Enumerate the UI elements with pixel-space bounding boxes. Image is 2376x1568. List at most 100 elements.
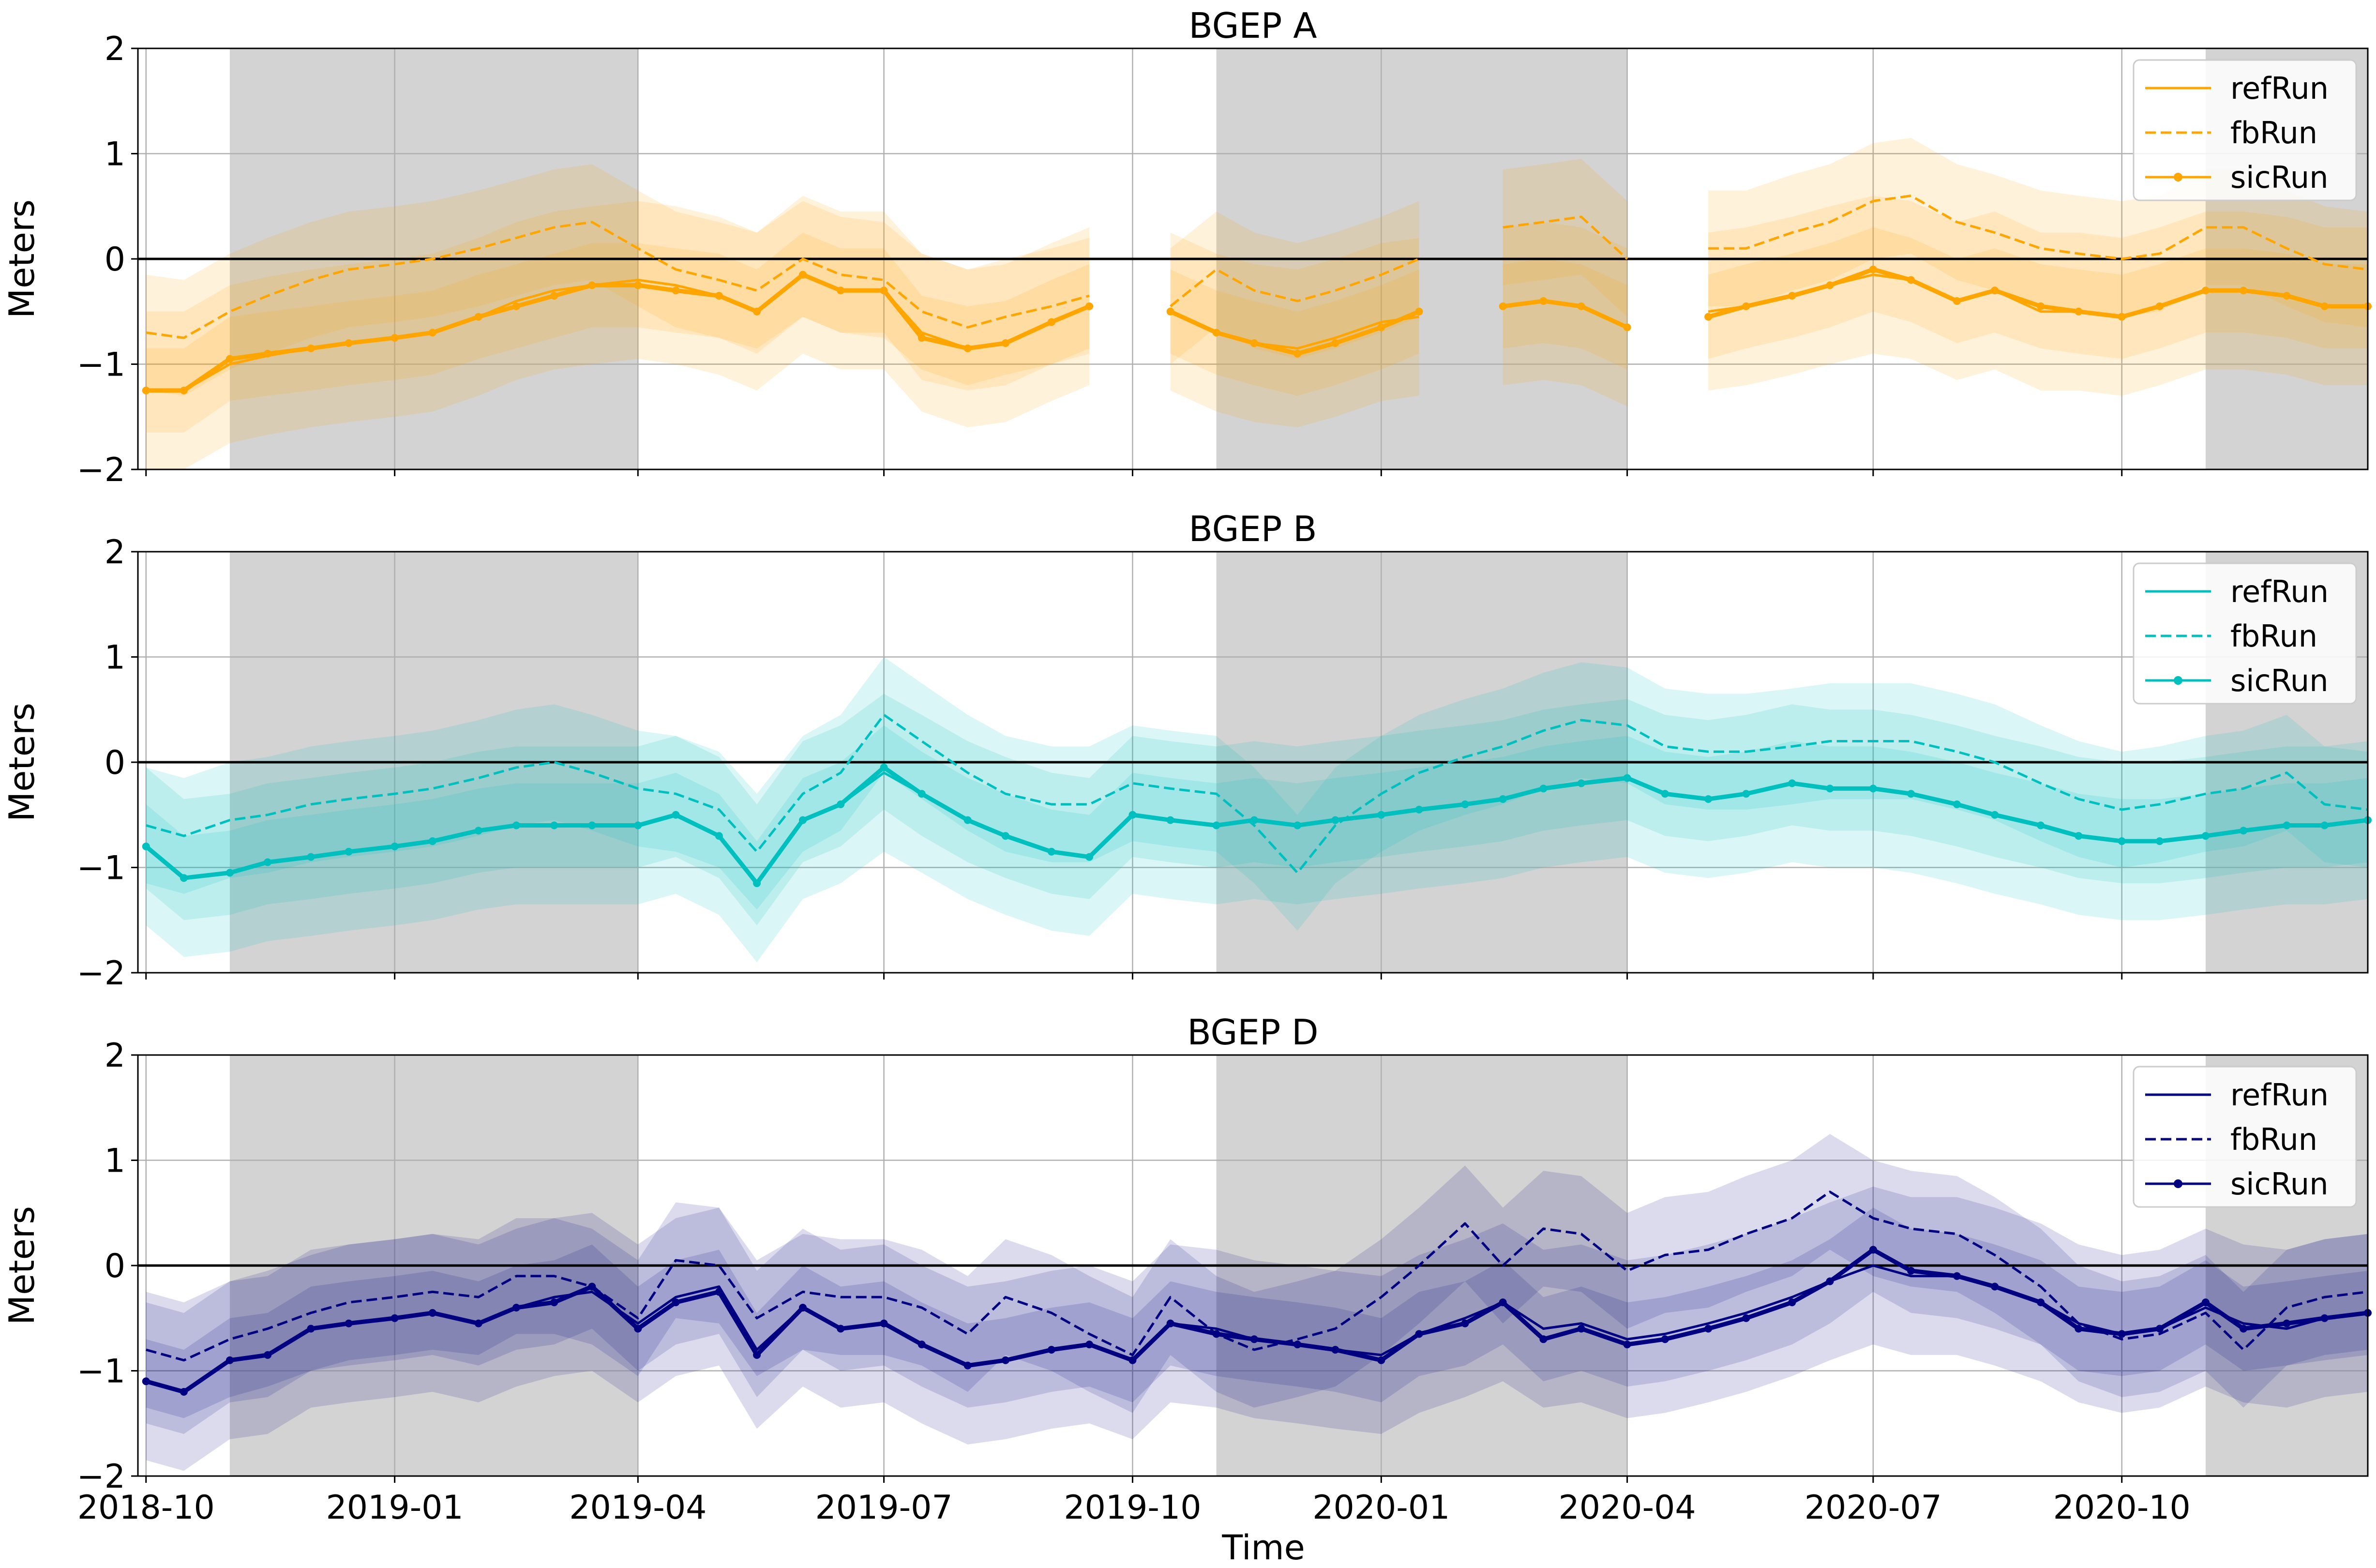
- data-point-sicRun: [1953, 1272, 1961, 1280]
- data-point-sicRun: [1661, 790, 1669, 798]
- data-point-sicRun: [1539, 784, 1548, 793]
- data-point-sicRun: [2201, 832, 2210, 840]
- x-tick-label: 2020-07: [1805, 1489, 1942, 1527]
- data-point-sicRun: [1001, 832, 1009, 840]
- panel-title: BGEP D: [1187, 1012, 1318, 1053]
- data-point-sicRun: [917, 790, 926, 798]
- data-point-sicRun: [1461, 800, 1469, 808]
- data-point-sicRun: [307, 853, 315, 861]
- uncertainty-band-sicRun: [146, 232, 1090, 433]
- panel-2: 2 1 0 −1 −2 BGEP B Meters refRun fbRun sicRun: [1, 509, 2372, 993]
- data-point-sicRun: [799, 271, 807, 279]
- y-tick-label: 2: [105, 30, 125, 68]
- data-point-sicRun: [474, 1319, 482, 1327]
- x-tick-label: 2020-04: [1559, 1489, 1696, 1527]
- data-point-sicRun: [1250, 339, 1258, 347]
- legend-marker-sicRun: [2174, 173, 2182, 181]
- data-point-sicRun: [1623, 323, 1631, 332]
- uncertainty-band-fbRun: [1503, 159, 1627, 317]
- data-point-sicRun: [880, 286, 888, 295]
- data-point-sicRun: [226, 1356, 234, 1364]
- uncertainty-band-refRun: [1503, 222, 1627, 407]
- data-point-sicRun: [474, 313, 482, 321]
- data-point-sicRun: [2283, 1319, 2291, 1327]
- y-tick-label: 1: [105, 639, 125, 677]
- data-point-sicRun: [1869, 784, 1877, 793]
- data-point-sicRun: [1085, 853, 1094, 861]
- data-point-sicRun: [226, 869, 234, 877]
- data-point-sicRun: [474, 827, 482, 835]
- data-point-sicRun: [2155, 837, 2164, 845]
- legend-label-fbRun: fbRun: [2230, 618, 2317, 654]
- data-point-sicRun: [837, 286, 845, 295]
- data-point-sicRun: [1907, 1266, 1915, 1275]
- data-point-sicRun: [345, 1319, 353, 1327]
- panels: 2 1 0 −1 −2 BGEP A Meters refRun fbRun sicRun 2 1 0 −…: [1, 5, 2372, 1527]
- y-axis-label: Meters: [1, 199, 42, 318]
- uncertainty-band-sicRun: [146, 725, 2368, 926]
- legend-marker-sicRun: [2174, 1179, 2182, 1188]
- y-tick-label: 1: [105, 1142, 125, 1180]
- data-point-sicRun: [1661, 1335, 1669, 1343]
- data-point-sicRun: [1499, 1298, 1507, 1307]
- data-point-sicRun: [1991, 811, 1999, 819]
- data-point-sicRun: [1539, 297, 1548, 305]
- data-point-sicRun: [550, 821, 558, 829]
- legend-label-sicRun: sicRun: [2230, 1166, 2329, 1202]
- data-point-sicRun: [226, 355, 234, 363]
- data-point-sicRun: [1788, 1298, 1796, 1307]
- series-line-fbRun: [146, 713, 2368, 874]
- data-point-sicRun: [917, 1341, 926, 1349]
- data-point-sicRun: [753, 879, 761, 888]
- data-point-sicRun: [1826, 784, 1834, 793]
- data-point-sicRun: [1826, 281, 1834, 289]
- data-point-sicRun: [1907, 790, 1915, 798]
- data-point-sicRun: [1742, 790, 1750, 798]
- data-point-sicRun: [634, 821, 642, 829]
- legend-box: [2133, 1066, 2357, 1208]
- uncertainty-band-fbRun: [1170, 201, 1419, 364]
- legend-box: [2133, 562, 2357, 705]
- data-point-sicRun: [264, 858, 272, 866]
- data-point-sicRun: [917, 334, 926, 342]
- data-point-sicRun: [880, 763, 888, 771]
- data-point-sicRun: [715, 292, 723, 300]
- data-point-sicRun: [1293, 821, 1302, 829]
- legend-label-fbRun: fbRun: [2230, 1122, 2317, 1157]
- y-tick-label: 2: [105, 1037, 125, 1075]
- data-point-sicRun: [1331, 339, 1339, 347]
- data-point-sicRun: [963, 344, 972, 352]
- data-point-sicRun: [1991, 1282, 1999, 1291]
- legend: refRun fbRun sicRun: [2133, 1066, 2357, 1208]
- y-tick-label: −1: [77, 849, 125, 888]
- data-point-sicRun: [2037, 302, 2045, 310]
- data-point-sicRun: [799, 816, 807, 824]
- series-line-sicRun: [146, 272, 1090, 393]
- uncertainty-band-refRun: [146, 1186, 2368, 1471]
- data-point-sicRun: [2201, 1298, 2210, 1307]
- data-point-sicRun: [1001, 339, 1009, 347]
- data-point-sicRun: [634, 1325, 642, 1333]
- data-point-sicRun: [1250, 816, 1258, 824]
- data-point-sicRun: [1415, 805, 1423, 814]
- data-point-sicRun: [2283, 821, 2291, 829]
- data-point-sicRun: [1212, 821, 1220, 829]
- data-point-sicRun: [1377, 1356, 1385, 1364]
- data-point-sicRun: [2075, 307, 2083, 316]
- data-point-sicRun: [588, 821, 596, 829]
- data-point-sicRun: [142, 1377, 150, 1386]
- legend: refRun fbRun sicRun: [2133, 59, 2357, 201]
- data-point-sicRun: [2201, 286, 2210, 295]
- data-point-sicRun: [753, 1351, 761, 1359]
- series-line-fbRun: [146, 1191, 2368, 1362]
- data-point-sicRun: [1953, 297, 1961, 305]
- data-point-sicRun: [2155, 302, 2164, 310]
- data-point-sicRun: [2037, 821, 2045, 829]
- data-point-sicRun: [512, 1304, 520, 1312]
- data-point-sicRun: [1293, 1341, 1302, 1349]
- data-point-sicRun: [1047, 318, 1055, 326]
- data-point-sicRun: [2320, 302, 2329, 310]
- legend-box: [2133, 59, 2357, 201]
